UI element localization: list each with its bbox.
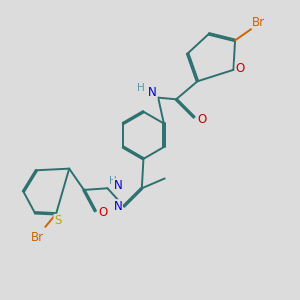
Text: H: H xyxy=(137,83,145,94)
Text: H: H xyxy=(110,176,117,186)
Text: O: O xyxy=(235,62,244,75)
Text: N: N xyxy=(114,179,122,192)
Text: Br: Br xyxy=(31,231,44,244)
Text: O: O xyxy=(198,113,207,126)
Text: N: N xyxy=(114,200,122,213)
Text: S: S xyxy=(54,214,62,227)
Text: O: O xyxy=(98,206,107,219)
Text: Br: Br xyxy=(252,16,265,29)
Text: N: N xyxy=(148,86,157,99)
